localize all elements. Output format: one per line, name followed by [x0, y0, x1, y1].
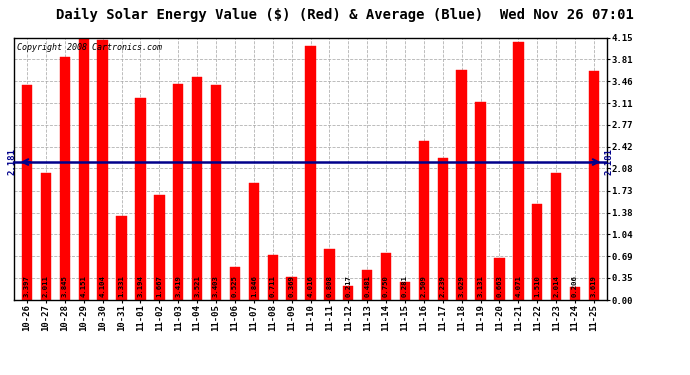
- Text: 0.281: 0.281: [402, 275, 408, 297]
- Text: 0.206: 0.206: [572, 275, 578, 297]
- Bar: [381, 252, 391, 300]
- Bar: [494, 258, 504, 300]
- Bar: [41, 173, 51, 300]
- Text: 3.419: 3.419: [175, 275, 181, 297]
- Text: 2.181: 2.181: [604, 148, 613, 176]
- Text: Daily Solar Energy Value ($) (Red) & Average (Blue)  Wed Nov 26 07:01: Daily Solar Energy Value ($) (Red) & Ave…: [56, 8, 634, 22]
- Text: 4.151: 4.151: [81, 275, 87, 297]
- Text: 2.011: 2.011: [43, 275, 49, 297]
- Text: 0.711: 0.711: [270, 275, 276, 297]
- Text: 2.509: 2.509: [421, 275, 427, 297]
- Bar: [268, 255, 278, 300]
- Text: 3.845: 3.845: [62, 275, 68, 297]
- Text: 3.521: 3.521: [194, 275, 200, 297]
- Bar: [173, 84, 184, 300]
- Bar: [286, 277, 297, 300]
- Bar: [154, 195, 164, 300]
- Text: 2.239: 2.239: [440, 275, 446, 297]
- Bar: [589, 71, 599, 300]
- Text: 0.481: 0.481: [364, 275, 371, 297]
- Text: 0.369: 0.369: [288, 275, 295, 297]
- Text: 0.750: 0.750: [383, 275, 389, 297]
- Text: 3.397: 3.397: [24, 275, 30, 297]
- Bar: [457, 70, 467, 300]
- Bar: [79, 38, 89, 300]
- Bar: [211, 85, 221, 300]
- Text: 2.014: 2.014: [553, 275, 559, 297]
- Text: 0.808: 0.808: [326, 275, 333, 297]
- Bar: [22, 85, 32, 300]
- Bar: [362, 270, 373, 300]
- Text: 1.667: 1.667: [157, 275, 162, 297]
- Bar: [437, 158, 448, 300]
- Bar: [248, 183, 259, 300]
- Bar: [419, 141, 429, 300]
- Text: 0.525: 0.525: [232, 275, 238, 297]
- Text: 3.403: 3.403: [213, 275, 219, 297]
- Text: 4.016: 4.016: [308, 275, 313, 297]
- Text: 1.510: 1.510: [534, 275, 540, 297]
- Bar: [475, 102, 486, 300]
- Bar: [305, 46, 316, 300]
- Text: 4.071: 4.071: [515, 275, 522, 297]
- Bar: [400, 282, 410, 300]
- Bar: [324, 249, 335, 300]
- Bar: [97, 40, 108, 300]
- Text: 3.619: 3.619: [591, 275, 597, 297]
- Text: 1.846: 1.846: [250, 275, 257, 297]
- Text: Copyright 2008 Cartronics.com: Copyright 2008 Cartronics.com: [17, 43, 161, 52]
- Bar: [570, 287, 580, 300]
- Text: 3.629: 3.629: [459, 275, 464, 297]
- Bar: [117, 216, 127, 300]
- Bar: [59, 57, 70, 300]
- Text: 1.331: 1.331: [119, 275, 124, 297]
- Text: 0.217: 0.217: [345, 275, 351, 297]
- Text: 0.663: 0.663: [497, 275, 502, 297]
- Bar: [135, 98, 146, 300]
- Text: 4.104: 4.104: [99, 275, 106, 297]
- Text: 3.194: 3.194: [137, 275, 144, 297]
- Text: 2.181: 2.181: [8, 148, 17, 176]
- Text: 3.131: 3.131: [477, 275, 484, 297]
- Bar: [532, 204, 542, 300]
- Bar: [192, 77, 202, 300]
- Bar: [513, 42, 524, 300]
- Bar: [343, 286, 353, 300]
- Bar: [551, 172, 562, 300]
- Bar: [230, 267, 240, 300]
